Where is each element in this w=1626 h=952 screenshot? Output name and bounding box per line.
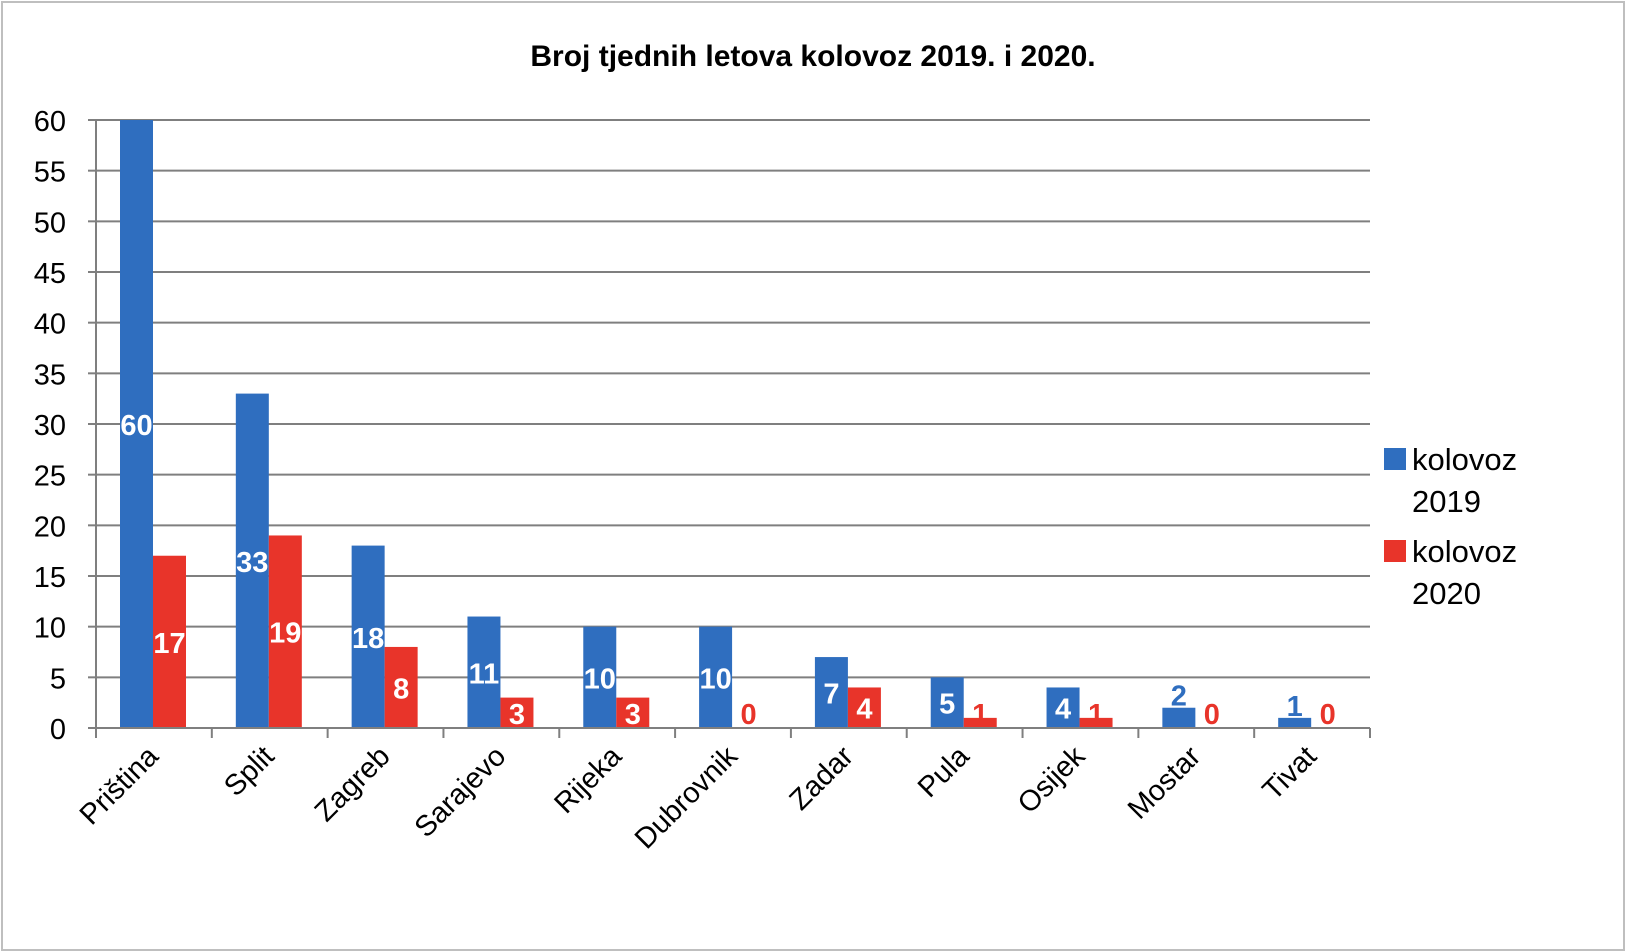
bar xyxy=(153,555,186,728)
data-label: 33 xyxy=(236,547,268,579)
data-label: 8 xyxy=(393,673,409,705)
data-label: 19 xyxy=(269,618,301,650)
legend: kolovoz 2019 kolovoz 2020 xyxy=(1384,442,1517,611)
bar xyxy=(583,626,617,728)
y-tick-label: 45 xyxy=(34,258,66,290)
bar xyxy=(1079,717,1113,728)
data-label: 4 xyxy=(1055,694,1071,726)
data-label: 10 xyxy=(699,663,731,695)
legend-label: kolovoz 2020 xyxy=(1412,534,1517,611)
y-tick-label: 35 xyxy=(34,359,66,391)
data-label: 7 xyxy=(823,679,839,711)
grid xyxy=(96,119,1370,679)
data-label: 1 xyxy=(1088,699,1104,731)
bar xyxy=(1162,707,1196,728)
data-label: 60 xyxy=(120,410,152,442)
y-tick-label: 40 xyxy=(34,309,66,341)
data-label: 17 xyxy=(153,628,185,660)
y-tick-label: 60 xyxy=(34,106,66,138)
legend-swatch xyxy=(1384,448,1406,470)
y-tick-label: 0 xyxy=(50,714,66,746)
bar xyxy=(120,120,153,728)
legend-swatch xyxy=(1384,540,1406,562)
data-label: 0 xyxy=(741,699,757,731)
y-tick-label: 50 xyxy=(34,207,66,239)
bar xyxy=(963,717,997,728)
bar xyxy=(268,535,302,728)
y-tick-label: 5 xyxy=(50,663,66,695)
y-tick-label: 25 xyxy=(34,461,66,493)
data-label: 3 xyxy=(509,699,525,731)
data-label: 10 xyxy=(584,663,616,695)
bars xyxy=(120,120,1312,728)
y-tick-label: 55 xyxy=(34,157,66,189)
bar xyxy=(467,616,501,728)
bar xyxy=(699,626,733,728)
data-label: 0 xyxy=(1320,699,1336,731)
y-tick-label: 30 xyxy=(34,410,66,442)
data-label: 18 xyxy=(352,623,384,655)
bar xyxy=(351,545,385,728)
bar xyxy=(1278,717,1312,728)
bar xyxy=(616,697,650,728)
bar xyxy=(500,697,534,728)
data-label: 5 xyxy=(939,689,955,721)
chart-title: Broj tjednih letova kolovoz 2019. i 2020… xyxy=(530,40,1095,73)
data-label: 1 xyxy=(1287,691,1303,723)
data-label: 2 xyxy=(1171,681,1187,713)
data-label: 4 xyxy=(856,694,872,726)
y-tick-label: 10 xyxy=(34,613,66,645)
bar xyxy=(814,657,848,728)
data-label: 3 xyxy=(625,699,641,731)
bar xyxy=(930,677,964,728)
y-tick-label: 15 xyxy=(34,562,66,594)
bar xyxy=(1046,687,1080,728)
data-label: 1 xyxy=(972,699,988,731)
bar xyxy=(847,687,881,728)
y-tick-label: 20 xyxy=(34,511,66,543)
legend-label: kolovoz 2019 xyxy=(1412,442,1517,519)
bar xyxy=(235,393,269,728)
bar xyxy=(384,646,418,728)
data-label: 0 xyxy=(1204,699,1220,731)
data-label: 11 xyxy=(469,658,500,690)
